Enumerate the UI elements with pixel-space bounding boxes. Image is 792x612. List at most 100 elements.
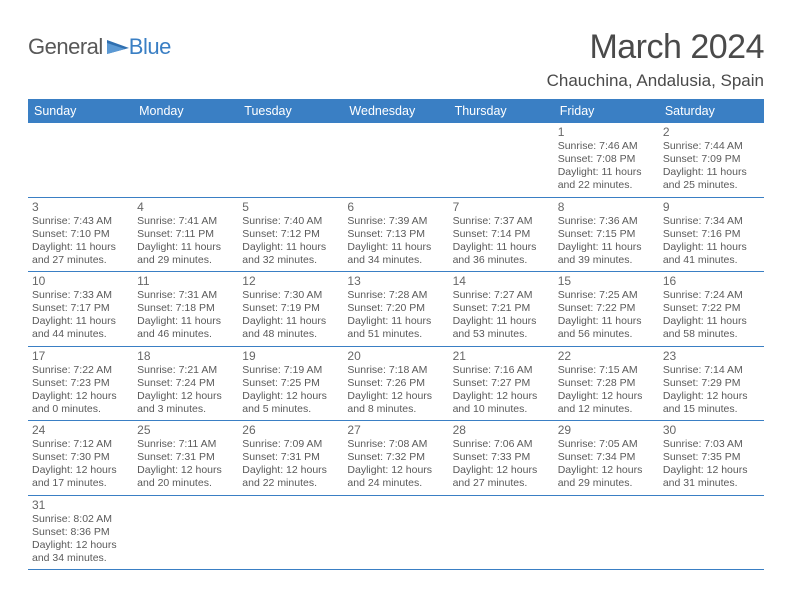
sunset-text: Sunset: 7:24 PM <box>137 377 234 390</box>
calendar-cell: 6Sunrise: 7:39 AMSunset: 7:13 PMDaylight… <box>343 197 448 272</box>
calendar-row: 1Sunrise: 7:46 AMSunset: 7:08 PMDaylight… <box>28 123 764 197</box>
daylight-text: Daylight: 11 hours <box>453 315 550 328</box>
daylight-text: and 15 minutes. <box>663 403 760 416</box>
daylight-text: Daylight: 12 hours <box>32 539 129 552</box>
day-number: 21 <box>453 349 550 363</box>
daylight-text: and 27 minutes. <box>32 254 129 267</box>
sunset-text: Sunset: 7:21 PM <box>453 302 550 315</box>
day-number: 23 <box>663 349 760 363</box>
day-number: 8 <box>558 200 655 214</box>
daylight-text: Daylight: 12 hours <box>32 464 129 477</box>
daylight-text: Daylight: 11 hours <box>558 315 655 328</box>
col-saturday: Saturday <box>659 99 764 123</box>
day-number: 2 <box>663 125 760 139</box>
col-thursday: Thursday <box>449 99 554 123</box>
day-number: 10 <box>32 274 129 288</box>
logo-text-blue: Blue <box>129 34 171 60</box>
sunrise-text: Sunrise: 7:05 AM <box>558 438 655 451</box>
calendar-cell <box>133 123 238 197</box>
daylight-text: and 5 minutes. <box>242 403 339 416</box>
calendar-row: 24Sunrise: 7:12 AMSunset: 7:30 PMDayligh… <box>28 421 764 496</box>
calendar-cell: 12Sunrise: 7:30 AMSunset: 7:19 PMDayligh… <box>238 272 343 347</box>
day-number: 12 <box>242 274 339 288</box>
daylight-text: Daylight: 11 hours <box>242 241 339 254</box>
sunrise-text: Sunrise: 7:15 AM <box>558 364 655 377</box>
calendar-cell <box>238 495 343 570</box>
daylight-text: Daylight: 11 hours <box>32 241 129 254</box>
sunset-text: Sunset: 7:12 PM <box>242 228 339 241</box>
sunrise-text: Sunrise: 7:21 AM <box>137 364 234 377</box>
sunset-text: Sunset: 7:19 PM <box>242 302 339 315</box>
daylight-text: and 25 minutes. <box>663 179 760 192</box>
daylight-text: and 36 minutes. <box>453 254 550 267</box>
calendar-cell: 9Sunrise: 7:34 AMSunset: 7:16 PMDaylight… <box>659 197 764 272</box>
day-number: 6 <box>347 200 444 214</box>
daylight-text: and 51 minutes. <box>347 328 444 341</box>
daylight-text: Daylight: 12 hours <box>663 390 760 403</box>
sunrise-text: Sunrise: 7:30 AM <box>242 289 339 302</box>
sunset-text: Sunset: 8:36 PM <box>32 526 129 539</box>
day-number: 5 <box>242 200 339 214</box>
daylight-text: and 31 minutes. <box>663 477 760 490</box>
sunrise-text: Sunrise: 7:22 AM <box>32 364 129 377</box>
calendar-cell <box>449 123 554 197</box>
sunrise-text: Sunrise: 7:16 AM <box>453 364 550 377</box>
daylight-text: Daylight: 11 hours <box>663 315 760 328</box>
daylight-text: and 58 minutes. <box>663 328 760 341</box>
sunrise-text: Sunrise: 7:46 AM <box>558 140 655 153</box>
daylight-text: and 10 minutes. <box>453 403 550 416</box>
daylight-text: Daylight: 12 hours <box>663 464 760 477</box>
day-number: 28 <box>453 423 550 437</box>
sunrise-text: Sunrise: 7:08 AM <box>347 438 444 451</box>
sunrise-text: Sunrise: 7:33 AM <box>32 289 129 302</box>
daylight-text: and 32 minutes. <box>242 254 339 267</box>
calendar-cell <box>659 495 764 570</box>
calendar-cell: 11Sunrise: 7:31 AMSunset: 7:18 PMDayligh… <box>133 272 238 347</box>
sunrise-text: Sunrise: 7:41 AM <box>137 215 234 228</box>
day-number: 3 <box>32 200 129 214</box>
calendar-cell: 5Sunrise: 7:40 AMSunset: 7:12 PMDaylight… <box>238 197 343 272</box>
daylight-text: Daylight: 11 hours <box>137 241 234 254</box>
daylight-text: Daylight: 11 hours <box>347 315 444 328</box>
day-number: 29 <box>558 423 655 437</box>
calendar-row: 10Sunrise: 7:33 AMSunset: 7:17 PMDayligh… <box>28 272 764 347</box>
sunset-text: Sunset: 7:15 PM <box>558 228 655 241</box>
day-number: 14 <box>453 274 550 288</box>
daylight-text: and 34 minutes. <box>347 254 444 267</box>
sunset-text: Sunset: 7:09 PM <box>663 153 760 166</box>
sunset-text: Sunset: 7:22 PM <box>663 302 760 315</box>
calendar-cell <box>133 495 238 570</box>
day-number: 17 <box>32 349 129 363</box>
daylight-text: and 53 minutes. <box>453 328 550 341</box>
calendar-cell: 2Sunrise: 7:44 AMSunset: 7:09 PMDaylight… <box>659 123 764 197</box>
calendar-header: Sunday Monday Tuesday Wednesday Thursday… <box>28 99 764 123</box>
calendar-cell <box>28 123 133 197</box>
sunset-text: Sunset: 7:32 PM <box>347 451 444 464</box>
calendar-cell <box>343 123 448 197</box>
day-number: 26 <box>242 423 339 437</box>
day-number: 19 <box>242 349 339 363</box>
col-friday: Friday <box>554 99 659 123</box>
daylight-text: Daylight: 12 hours <box>558 390 655 403</box>
daylight-text: Daylight: 12 hours <box>137 464 234 477</box>
sunrise-text: Sunrise: 7:09 AM <box>242 438 339 451</box>
calendar-cell: 16Sunrise: 7:24 AMSunset: 7:22 PMDayligh… <box>659 272 764 347</box>
calendar-cell: 26Sunrise: 7:09 AMSunset: 7:31 PMDayligh… <box>238 421 343 496</box>
calendar-cell: 31Sunrise: 8:02 AMSunset: 8:36 PMDayligh… <box>28 495 133 570</box>
daylight-text: Daylight: 11 hours <box>663 166 760 179</box>
calendar-cell: 19Sunrise: 7:19 AMSunset: 7:25 PMDayligh… <box>238 346 343 421</box>
day-number: 30 <box>663 423 760 437</box>
calendar-cell: 17Sunrise: 7:22 AMSunset: 7:23 PMDayligh… <box>28 346 133 421</box>
day-number: 9 <box>663 200 760 214</box>
daylight-text: and 0 minutes. <box>32 403 129 416</box>
sunset-text: Sunset: 7:14 PM <box>453 228 550 241</box>
calendar-cell <box>238 123 343 197</box>
calendar-cell: 10Sunrise: 7:33 AMSunset: 7:17 PMDayligh… <box>28 272 133 347</box>
sunrise-text: Sunrise: 7:18 AM <box>347 364 444 377</box>
daylight-text: and 48 minutes. <box>242 328 339 341</box>
sunrise-text: Sunrise: 8:02 AM <box>32 513 129 526</box>
daylight-text: Daylight: 12 hours <box>453 390 550 403</box>
calendar-cell: 29Sunrise: 7:05 AMSunset: 7:34 PMDayligh… <box>554 421 659 496</box>
calendar-cell <box>449 495 554 570</box>
day-number: 24 <box>32 423 129 437</box>
